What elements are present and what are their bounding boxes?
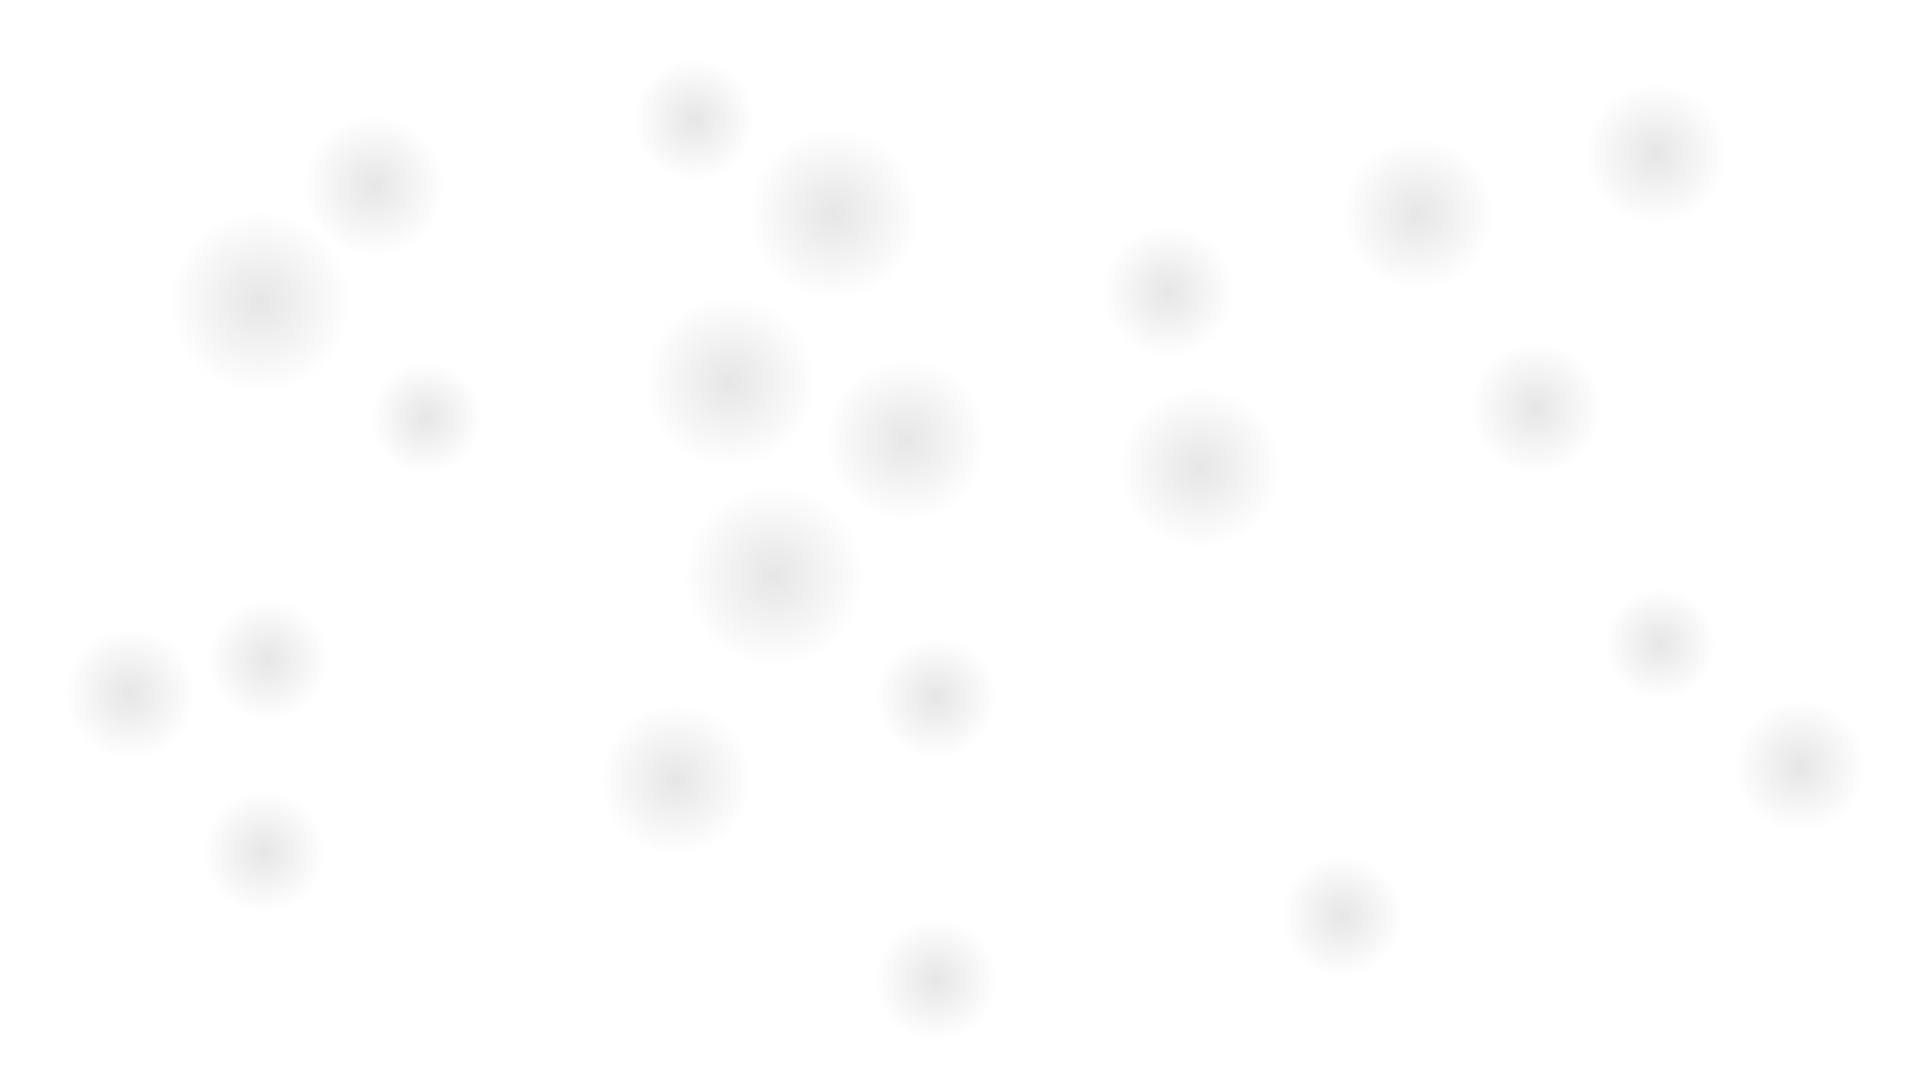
blur-spot	[1343, 139, 1493, 289]
blur-spot	[304, 116, 444, 256]
blur-spot	[634, 60, 754, 180]
blur-spot	[1103, 227, 1233, 357]
blur-spot	[1605, 589, 1715, 699]
blur-spot	[170, 212, 350, 392]
blur-spot	[1471, 343, 1601, 473]
blur-spot	[204, 792, 324, 912]
blur-spot	[208, 600, 328, 720]
blur-spot	[65, 629, 195, 759]
blur-spot	[826, 360, 986, 520]
blur-spot	[1120, 388, 1280, 548]
blur-spot	[371, 363, 481, 473]
blur-spot	[684, 486, 864, 666]
blur-spot	[601, 705, 751, 855]
blur-spot	[749, 129, 919, 299]
blur-spot	[1586, 84, 1726, 224]
blur-spot	[1735, 701, 1865, 831]
blur-spot	[876, 920, 996, 1040]
blur-spot	[1282, 856, 1402, 976]
blur-spot	[876, 638, 996, 758]
blur-spot	[645, 297, 815, 467]
